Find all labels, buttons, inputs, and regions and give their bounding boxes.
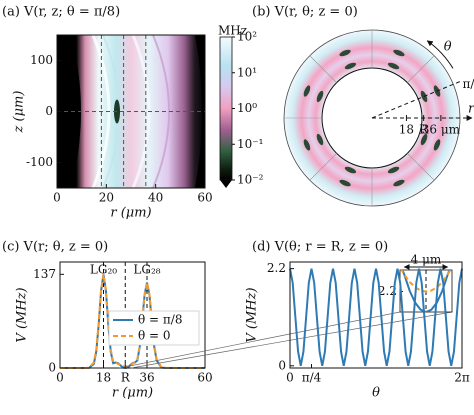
x-tick-label: 18 — [96, 371, 111, 385]
x-tick-label: 20 — [99, 191, 114, 205]
legend-label: θ = π/8 — [138, 313, 182, 327]
peak-label: LG₂₈ — [133, 263, 160, 277]
ring-node — [339, 179, 351, 187]
ring-node — [303, 85, 311, 97]
peak-label: LG₂₀ — [90, 263, 117, 277]
y-axis-label: z (μm) — [12, 91, 27, 134]
spoke — [309, 55, 337, 83]
ring-node — [387, 166, 400, 174]
y-tick-label: 0 — [48, 361, 56, 375]
colorbar-tick-label: 10¹ — [237, 65, 257, 79]
inset-connector — [130, 311, 453, 369]
inset-connector — [119, 311, 401, 369]
y-axis-label: V (MHz) — [245, 287, 260, 342]
y-tick-label: 2.2 — [267, 261, 286, 275]
inset-tick-label: 2.2 — [378, 284, 397, 298]
spoke — [407, 55, 435, 83]
ring-node — [433, 139, 441, 151]
inset-span-label: 4 μm — [411, 253, 442, 267]
colorbar — [219, 36, 233, 181]
x-tick-label: 40 — [148, 191, 163, 205]
panel-title: (b) V(r, θ; z = 0) — [252, 5, 358, 20]
x-tick-label: 2π — [454, 371, 470, 385]
heatmap-edge — [57, 35, 81, 188]
ring-node — [303, 139, 311, 151]
y-tick-label: -100 — [26, 155, 53, 169]
theta-arrow — [426, 40, 454, 69]
heatmap-edge — [195, 35, 205, 188]
colorbar-tick-label: 10⁻² — [237, 173, 264, 187]
r-tick-label: R — [419, 123, 429, 137]
y-tick-label: 0 — [45, 104, 53, 118]
r-tick-label: 18 — [399, 123, 414, 137]
x-tick-label: 36 — [139, 371, 154, 385]
panel-title: (c) V(r; θ, z = 0) — [2, 240, 108, 255]
colorbar-tick-label: 10⁰ — [237, 101, 257, 115]
x-tick-label: π/4 — [302, 371, 322, 385]
panel-title: (a) V(r, z; θ = π/8) — [2, 5, 120, 20]
plot-frame — [289, 261, 463, 369]
x-tick-label: 60 — [197, 371, 212, 385]
ring-node — [393, 179, 405, 187]
panel-title: (d) V(θ; r = R, z = 0) — [252, 240, 388, 255]
y-axis-label: V (MHz) — [15, 287, 30, 342]
ring-node — [344, 166, 357, 174]
x-tick-label: 0 — [56, 371, 64, 385]
ring-node — [344, 62, 357, 70]
heatmap-band — [152, 35, 170, 188]
angle-label: π/8 — [463, 77, 474, 91]
x-tick-label: 0 — [286, 371, 294, 385]
colorbar-label: MHz — [218, 24, 247, 38]
r-axis-label: r — [468, 102, 474, 117]
ring-node — [316, 90, 324, 103]
ring-node — [387, 62, 400, 70]
r-tick-label: 36 μm — [422, 123, 461, 137]
x-tick-label: 60 — [197, 191, 212, 205]
series-line — [401, 270, 451, 312]
colorbar-tick-label: 10⁻¹ — [237, 137, 263, 151]
spoke — [309, 153, 337, 181]
x-tick-label: 0 — [53, 191, 61, 205]
ring-node — [393, 49, 405, 57]
series-line — [289, 268, 463, 366]
ring-node — [316, 133, 324, 146]
legend-label: θ = 0 — [138, 329, 171, 343]
x-tick-label: R — [121, 371, 131, 385]
ring-node — [420, 133, 428, 146]
ring-node — [339, 49, 351, 57]
theta-label: θ — [444, 39, 452, 54]
x-axis-label: θ — [372, 386, 380, 401]
y-tick-label: 0 — [278, 358, 286, 372]
y-tick-label: 137 — [33, 267, 56, 281]
legend-box — [108, 310, 200, 346]
y-tick-label: 100 — [30, 53, 53, 67]
colorbar-tick-label: 10² — [237, 30, 257, 44]
colorbar-extend — [220, 180, 232, 188]
spoke — [407, 153, 435, 181]
x-axis-label: r (μm) — [110, 206, 151, 221]
inset — [400, 270, 452, 312]
angle-line — [371, 80, 461, 119]
x-axis-label: r (μm) — [112, 386, 153, 401]
